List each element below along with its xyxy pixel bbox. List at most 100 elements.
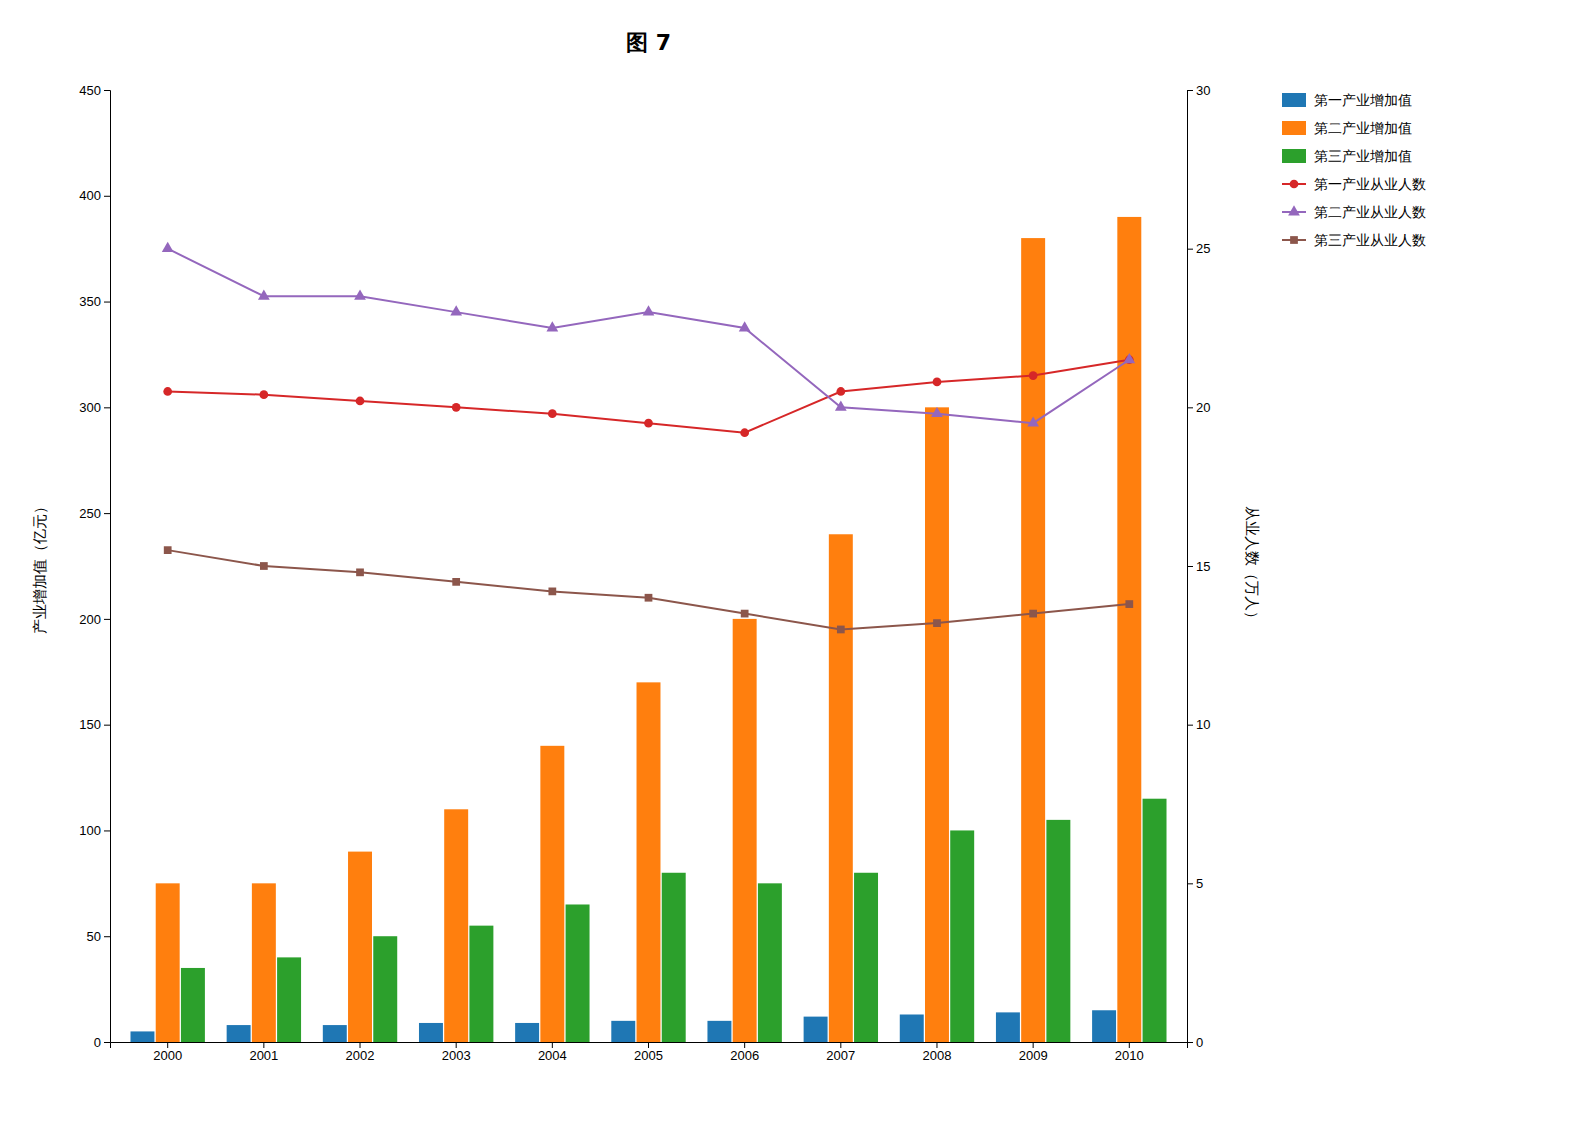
y-tick: 400 xyxy=(79,188,110,203)
marker xyxy=(645,594,653,602)
bar xyxy=(950,830,974,1042)
legend-label: 第二产业从业人数 xyxy=(1314,204,1426,220)
bar xyxy=(181,968,205,1042)
y-tick-label: 50 xyxy=(87,929,101,944)
marker xyxy=(643,305,655,315)
y-tick: 450 xyxy=(79,83,110,98)
bar xyxy=(277,957,301,1042)
x-tick-mark xyxy=(744,1042,745,1048)
y-tick: 0 xyxy=(94,1035,110,1050)
legend-marker xyxy=(1290,236,1298,244)
x-tick: 2000 xyxy=(153,1042,182,1063)
y2-tick: 0 xyxy=(1187,1035,1203,1050)
x-tick: 2007 xyxy=(826,1042,855,1063)
x-tick-mark xyxy=(360,1042,361,1048)
bar xyxy=(707,1021,731,1042)
x-tick-mark xyxy=(936,1042,937,1048)
y-tick-mark xyxy=(104,1042,110,1043)
x-tick: 2006 xyxy=(730,1042,759,1063)
y-tick: 350 xyxy=(79,294,110,309)
chart: 2000200120022003200420052006200720082009… xyxy=(0,0,1587,1122)
bar xyxy=(733,619,757,1042)
legend-swatch xyxy=(1282,121,1306,135)
bar xyxy=(419,1023,443,1042)
bar xyxy=(854,873,878,1042)
marker xyxy=(450,305,462,315)
y-tick-label: 450 xyxy=(79,83,101,98)
x-tick-label: 2006 xyxy=(730,1048,759,1063)
y2-tick: 5 xyxy=(1187,876,1203,891)
bar xyxy=(996,1012,1020,1042)
y-tick-mark xyxy=(104,196,110,197)
y-tick-mark xyxy=(104,936,110,937)
y2-tick: 10 xyxy=(1187,717,1210,732)
bar xyxy=(348,852,372,1042)
y2-tick-label: 25 xyxy=(1196,241,1210,256)
y-axis: 050100150200250300350400450 xyxy=(79,83,110,1050)
bar xyxy=(1117,217,1141,1042)
bar xyxy=(1021,238,1045,1042)
legend-item: 第二产业从业人数 xyxy=(1282,204,1426,220)
bar xyxy=(540,746,564,1042)
y-tick-label: 250 xyxy=(79,506,101,521)
x-tick-mark xyxy=(648,1042,649,1048)
line-series xyxy=(163,355,1133,437)
y2-tick: 25 xyxy=(1187,241,1210,256)
x-tick: 2005 xyxy=(634,1042,663,1063)
x-tick-mark xyxy=(1129,1042,1130,1048)
y2-tick: 30 xyxy=(1187,83,1210,98)
y-tick: 150 xyxy=(79,717,110,732)
y-tick-mark xyxy=(104,407,110,408)
legend-item: 第一产业增加值 xyxy=(1282,92,1412,108)
legend-item: 第三产业从业人数 xyxy=(1282,232,1426,248)
marker xyxy=(933,619,941,627)
bar xyxy=(1143,799,1167,1042)
y-tick-mark xyxy=(104,725,110,726)
y-tick-label: 0 xyxy=(94,1035,101,1050)
x-tick-label: 2004 xyxy=(538,1048,567,1063)
marker xyxy=(258,289,270,299)
bar xyxy=(515,1023,539,1042)
axis-line xyxy=(1188,91,1194,1043)
marker xyxy=(356,397,365,406)
y-tick-label: 400 xyxy=(79,188,101,203)
y2-tick-mark xyxy=(1187,725,1193,726)
legend-label: 第一产业增加值 xyxy=(1314,92,1412,108)
y-axis-title: 产业增加值（亿元） xyxy=(31,499,49,634)
marker xyxy=(740,428,749,437)
bar xyxy=(469,926,493,1042)
x-tick-label: 2002 xyxy=(346,1048,375,1063)
y-tick-mark xyxy=(104,90,110,91)
bar xyxy=(637,682,661,1042)
marker xyxy=(1027,416,1039,426)
bar xyxy=(373,936,397,1042)
line xyxy=(168,360,1130,433)
bar-series xyxy=(156,217,1142,1042)
x-axis: 2000200120022003200420052006200720082009… xyxy=(111,1042,1188,1063)
y-tick: 50 xyxy=(87,929,110,944)
legend-item: 第三产业增加值 xyxy=(1282,148,1412,164)
legend-swatch xyxy=(1282,149,1306,163)
marker xyxy=(356,568,364,576)
y-tick: 100 xyxy=(79,823,110,838)
marker xyxy=(162,242,174,252)
marker xyxy=(835,401,847,411)
x-tick-mark xyxy=(167,1042,168,1048)
legend-label: 第三产业增加值 xyxy=(1314,148,1412,164)
bar xyxy=(156,883,180,1042)
legend-item: 第二产业增加值 xyxy=(1282,120,1412,136)
bar xyxy=(900,1014,924,1042)
x-tick-mark xyxy=(456,1042,457,1048)
y2-tick-label: 15 xyxy=(1196,559,1210,574)
x-tick: 2002 xyxy=(346,1042,375,1063)
x-tick: 2008 xyxy=(923,1042,952,1063)
x-tick-mark xyxy=(840,1042,841,1048)
legend-label: 第二产业增加值 xyxy=(1314,120,1412,136)
y-tick-mark xyxy=(104,619,110,620)
marker xyxy=(452,403,461,412)
marker xyxy=(1123,353,1135,363)
y2-tick-label: 30 xyxy=(1196,83,1210,98)
marker xyxy=(259,390,268,399)
y-tick: 200 xyxy=(79,612,110,627)
bar xyxy=(444,809,468,1042)
